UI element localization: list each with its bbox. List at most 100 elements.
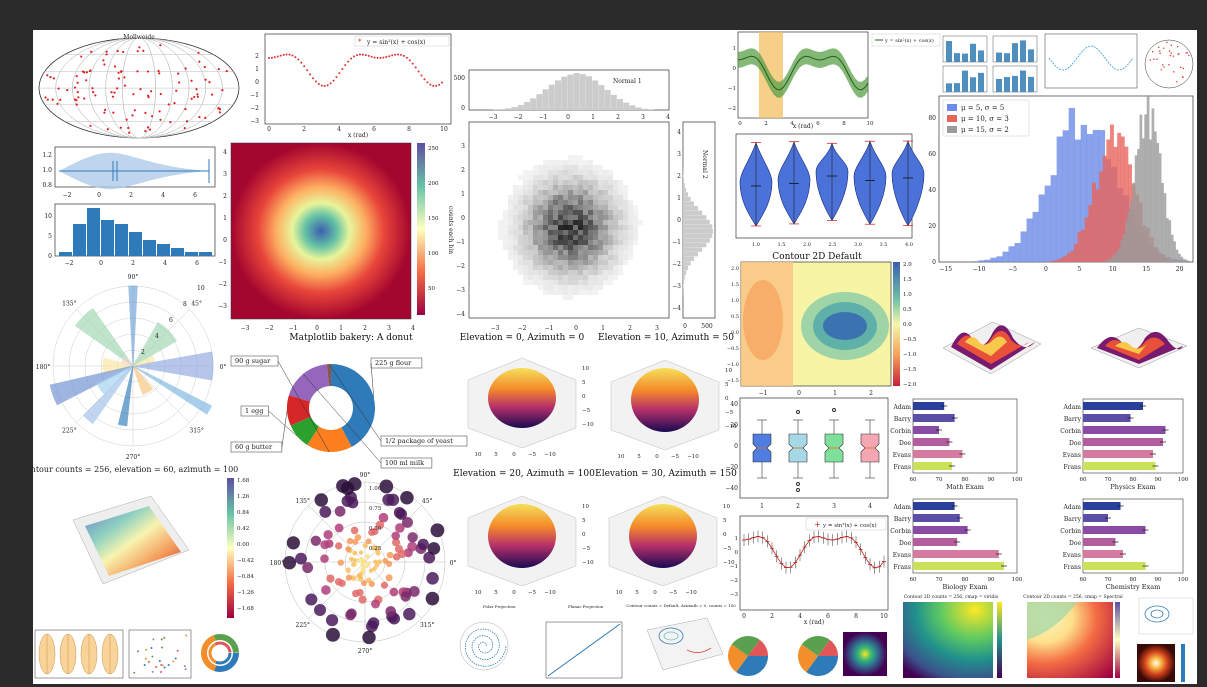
density-cell (618, 200, 623, 205)
exam-bar (1083, 514, 1108, 522)
density-cell (553, 285, 558, 290)
data-point (155, 665, 158, 668)
data-point (173, 101, 176, 105)
polar-bar (131, 322, 177, 368)
radius-label: 6 (169, 317, 173, 324)
student-name: Evans (893, 452, 911, 459)
y-tick: −2 (218, 281, 227, 288)
density-cell (568, 235, 573, 240)
data-point (184, 67, 187, 70)
density-cell (598, 285, 603, 290)
density-cell (498, 220, 503, 225)
density-cell (513, 185, 518, 190)
histogram-bar (185, 252, 198, 256)
z-tick: 10 (725, 368, 732, 374)
elev1-title: Elevation = 0, Azimuth = 0 (460, 333, 585, 343)
histogram-bar (996, 256, 1003, 262)
x-tick: 8 (407, 126, 411, 133)
angle-label: 0° (220, 364, 227, 371)
data-point (397, 53, 400, 56)
data-point (150, 646, 153, 649)
histogram-bar (648, 109, 654, 110)
density-cell (513, 225, 518, 230)
data-point (376, 56, 379, 59)
density-cell (603, 280, 608, 285)
density-cell (608, 205, 613, 210)
donut-label: 90 g sugar (235, 357, 271, 365)
data-point (302, 562, 314, 574)
density-cell (583, 180, 588, 185)
legend-swatch (947, 126, 957, 133)
radius-label: 4 (155, 333, 159, 340)
data-point (423, 78, 426, 81)
histogram-bar (1132, 182, 1136, 262)
violin-horizontal: 1.2 1.0 0.8 −2 0 2 4 6 (42, 146, 216, 199)
angle-label: 45° (422, 498, 433, 505)
polar-bar (82, 365, 134, 425)
data-point (1163, 47, 1165, 49)
density-cell (573, 240, 578, 245)
density-cell (558, 160, 563, 165)
density-cell (608, 175, 613, 180)
density-cell (518, 245, 523, 250)
y-tick: −3 (250, 118, 259, 125)
histogram-bar (199, 252, 212, 256)
density-cell (613, 215, 618, 220)
planar-proj-label: Planar Projection (568, 604, 604, 609)
z-tick: −10 (723, 560, 735, 566)
density-cell (508, 205, 513, 210)
data-point (195, 88, 198, 91)
density-cell (603, 260, 608, 265)
x-tick: 0 (574, 325, 578, 332)
student-name: Doe (899, 540, 911, 547)
density-cell (508, 235, 513, 240)
density-cell (628, 205, 633, 210)
data-point (1188, 54, 1190, 57)
density-cell (523, 245, 528, 250)
density-cell (538, 270, 543, 275)
density-cell (588, 260, 593, 265)
density-cell (563, 190, 568, 195)
density-cell (528, 225, 533, 230)
data-point (364, 564, 369, 569)
y-tick: −1 (730, 564, 738, 570)
density-cell (563, 260, 568, 265)
x-tick: 500 (701, 323, 713, 330)
density-cell (563, 185, 568, 190)
data-point (432, 84, 435, 87)
mini-bar (1020, 70, 1026, 92)
z-tick: −5 (723, 546, 732, 552)
density-cell (543, 270, 548, 275)
polar-bar (132, 365, 154, 396)
density-cell (543, 250, 548, 255)
data-point (310, 535, 322, 546)
data-point (160, 638, 163, 641)
data-point (144, 657, 147, 660)
histogram-bar (567, 74, 574, 110)
data-point (337, 559, 344, 566)
data-point (1158, 46, 1160, 48)
data-point (1156, 58, 1158, 61)
density-cell (573, 195, 578, 200)
density-cell (553, 270, 558, 275)
x-tick: 100 (1012, 577, 1023, 583)
density-cell (618, 250, 623, 255)
exam-bar (913, 550, 999, 558)
x-tick: 5 (635, 590, 639, 596)
data-point (159, 44, 162, 47)
data-point (373, 56, 376, 59)
mini-contour-3d: Contour counts = Default, Azimuth = 0, c… (626, 603, 736, 671)
data-point (346, 537, 354, 545)
density-cell (543, 165, 548, 170)
density-cell (558, 195, 563, 200)
exam-bar (1083, 450, 1153, 458)
histogram-bar (1020, 231, 1027, 262)
data-point (161, 646, 164, 649)
data-point (90, 50, 93, 53)
histogram-bar (683, 256, 695, 261)
data-point (193, 95, 196, 99)
density-cell (633, 220, 638, 225)
density-cell (638, 220, 643, 225)
mini-contour-lines (1138, 597, 1194, 635)
density-cell (583, 240, 588, 245)
